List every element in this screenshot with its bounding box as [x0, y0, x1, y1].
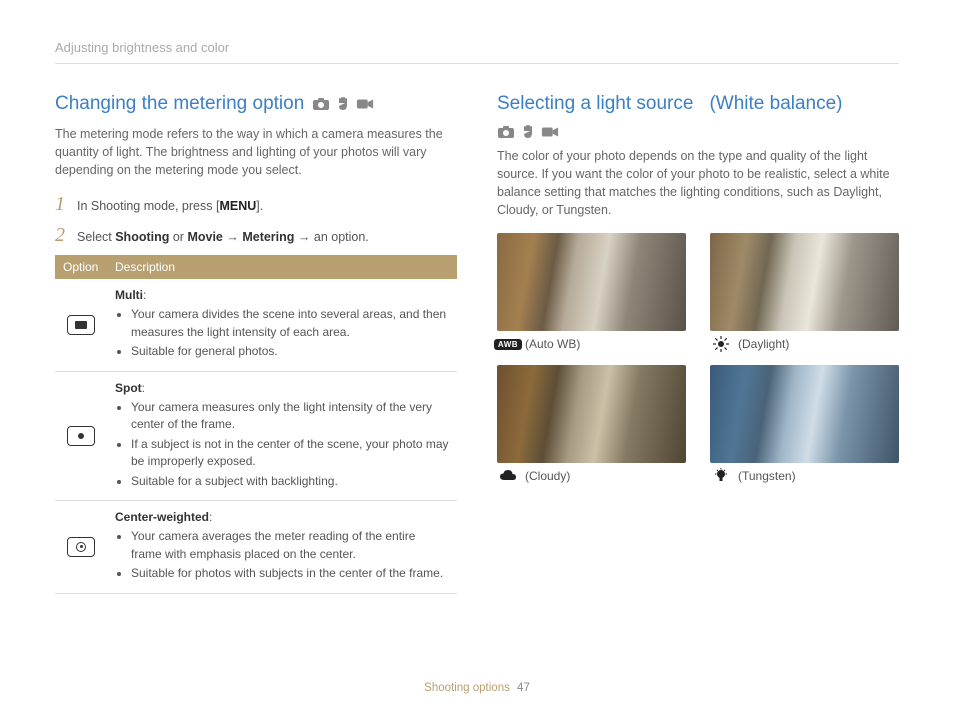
- page-number: 47: [517, 682, 530, 694]
- breadcrumb: Adjusting brightness and color: [55, 40, 899, 64]
- wb-item-tungsten: (Tungsten): [710, 365, 899, 483]
- table-row: Center-weighted: Your camera averages th…: [55, 500, 457, 593]
- bullet: Suitable for photos with subjects in the…: [131, 565, 449, 582]
- hand-icon: [519, 125, 537, 139]
- menu-label: MENU: [219, 199, 256, 213]
- wb-thumb-tungsten: [710, 365, 899, 463]
- wb-intro: The color of your photo depends on the t…: [497, 147, 899, 220]
- awb-icon: AWB: [497, 337, 519, 351]
- movie-icon: [541, 125, 559, 139]
- step-number: 1: [55, 193, 69, 216]
- title-mode-icons: [312, 97, 374, 111]
- spot-metering-icon: [67, 426, 95, 446]
- wb-grid: AWB (Auto WB) (Daylight): [497, 233, 899, 483]
- bulb-icon: [710, 469, 732, 483]
- camera-icon: [497, 125, 515, 139]
- bullet: Your camera divides the scene into sever…: [131, 306, 449, 341]
- bold: Movie: [187, 230, 222, 244]
- text: ].: [256, 199, 263, 213]
- title-text: Changing the metering option: [55, 92, 304, 117]
- label-text: (Daylight): [738, 337, 789, 351]
- center-weighted-metering-icon: [67, 537, 95, 557]
- step-1: 1 In Shooting mode, press [MENU].: [55, 193, 457, 216]
- wb-thumb-cloudy: [497, 365, 686, 463]
- text: Select: [77, 230, 115, 244]
- option-bullets: Your camera measures only the light inte…: [115, 399, 449, 490]
- step-2-text: Select Shooting or Movie → Metering → an…: [77, 228, 457, 247]
- content-columns: Changing the metering option The meterin…: [55, 92, 899, 594]
- label-text: (Tungsten): [738, 469, 796, 483]
- text: In Shooting mode, press [: [77, 199, 219, 213]
- wb-label: AWB (Auto WB): [497, 337, 686, 351]
- section-title-wb: Selecting a light source (White balance): [497, 92, 899, 139]
- text: or: [169, 230, 187, 244]
- option-name: Center-weighted: [115, 510, 209, 524]
- wb-label: (Cloudy): [497, 469, 686, 483]
- option-bullets: Your camera averages the meter reading o…: [115, 528, 449, 582]
- movie-icon: [356, 97, 374, 111]
- table-row: Spot: Your camera measures only the ligh…: [55, 371, 457, 500]
- page-footer: Shooting options 47: [0, 682, 954, 694]
- step-number: 2: [55, 224, 69, 247]
- footer-section: Shooting options: [424, 682, 510, 694]
- left-column: Changing the metering option The meterin…: [55, 92, 457, 594]
- text: → an option.: [294, 230, 368, 244]
- bold: Shooting: [115, 230, 169, 244]
- bullet: Your camera averages the meter reading o…: [131, 528, 449, 563]
- wb-item-auto: AWB (Auto WB): [497, 233, 686, 351]
- multi-metering-icon: [67, 315, 95, 335]
- awb-text: AWB: [494, 339, 522, 350]
- hand-icon: [334, 97, 352, 111]
- th-description: Description: [107, 255, 457, 279]
- bullet: Your camera measures only the light inte…: [131, 399, 449, 434]
- step-1-text: In Shooting mode, press [MENU].: [77, 197, 457, 216]
- cloud-icon: [497, 469, 519, 483]
- th-option: Option: [55, 255, 107, 279]
- text: →: [223, 230, 242, 244]
- section-title-metering: Changing the metering option: [55, 92, 457, 117]
- wb-thumb-daylight: [710, 233, 899, 331]
- option-bullets: Your camera divides the scene into sever…: [115, 306, 449, 360]
- bullet: If a subject is not in the center of the…: [131, 436, 449, 471]
- right-column: Selecting a light source (White balance)…: [497, 92, 899, 594]
- option-name: Multi: [115, 288, 143, 302]
- title-line1: Selecting a light source: [497, 92, 693, 117]
- option-name: Spot: [115, 381, 142, 395]
- label-text: (Auto WB): [525, 337, 580, 351]
- title-mode-icons: [497, 125, 559, 139]
- wb-item-daylight: (Daylight): [710, 233, 899, 351]
- bold: Metering: [242, 230, 294, 244]
- wb-item-cloudy: (Cloudy): [497, 365, 686, 483]
- metering-options-table: Option Description Multi: Your camera di…: [55, 255, 457, 593]
- metering-intro: The metering mode refers to the way in w…: [55, 125, 457, 179]
- camera-icon: [312, 97, 330, 111]
- bullet: Suitable for a subject with backlighting…: [131, 473, 449, 490]
- label-text: (Cloudy): [525, 469, 570, 483]
- bullet: Suitable for general photos.: [131, 343, 449, 360]
- wb-label: (Daylight): [710, 337, 899, 351]
- table-row: Multi: Your camera divides the scene int…: [55, 279, 457, 371]
- wb-label: (Tungsten): [710, 469, 899, 483]
- wb-thumb-auto: [497, 233, 686, 331]
- step-2: 2 Select Shooting or Movie → Metering → …: [55, 224, 457, 247]
- title-line2: (White balance): [709, 92, 842, 117]
- sun-icon: [710, 337, 732, 351]
